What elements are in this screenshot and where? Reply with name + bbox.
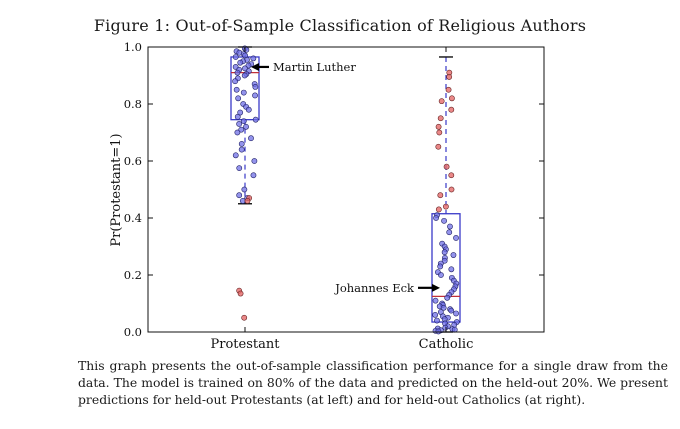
outlier-point (448, 186, 455, 193)
data-point (234, 129, 241, 136)
data-point (433, 215, 439, 221)
data-point (440, 304, 447, 311)
data-point (234, 69, 241, 76)
annotation-label: Martin Luther (273, 60, 356, 74)
y-tick-label: 0.6 (124, 154, 142, 168)
outlier-point (443, 163, 450, 170)
outlier-point (437, 115, 444, 122)
outlier-point (435, 123, 442, 130)
data-point (446, 229, 453, 236)
data-point (240, 89, 247, 96)
data-point (242, 65, 248, 72)
annotation-arrow-head (432, 283, 440, 292)
data-point (232, 54, 239, 60)
outlier-point (435, 206, 442, 213)
data-point (252, 92, 258, 99)
x-tick-label: Protestant (211, 337, 281, 352)
outlier-point (244, 197, 251, 204)
y-tick-label: 0.4 (124, 211, 142, 225)
outlier-point (241, 314, 248, 321)
data-point (438, 272, 444, 278)
data-point (241, 186, 248, 193)
figure-caption: This graph presents the out-of-sample cl… (78, 358, 668, 407)
data-point (234, 113, 241, 120)
data-point (237, 109, 244, 116)
outlier-point (448, 172, 455, 179)
outlier-point (443, 203, 449, 210)
plot-frame (147, 46, 545, 333)
data-point (232, 78, 239, 85)
outlier-point (449, 95, 455, 102)
x-tick-label: Catholic (419, 337, 474, 352)
data-point (444, 294, 451, 301)
data-point (450, 252, 457, 258)
data-point (248, 135, 254, 142)
data-point (236, 121, 243, 127)
data-point (236, 165, 243, 172)
data-point (453, 235, 459, 241)
annotations-layer: Martin Luther Johannes Eck (251, 60, 440, 295)
data-point (435, 328, 442, 335)
data-point (233, 86, 240, 93)
data-point (432, 311, 439, 318)
data-point (251, 158, 258, 164)
data-point (250, 55, 257, 62)
y-tick-label: 0.2 (124, 268, 142, 282)
data-point (447, 223, 453, 230)
data-point (448, 307, 455, 314)
annotation-arrow-head (251, 62, 259, 71)
data-point (432, 297, 439, 304)
axes-layer: 0.0 0.2 0.4 0.6 0.8 1.0 Protestant Catholic (124, 40, 544, 352)
data-point (245, 106, 252, 113)
data-point (441, 257, 448, 264)
data-point (441, 249, 448, 256)
data-point (238, 126, 245, 133)
figure-title: Figure 1: Out-of-Sample Classification o… (93, 16, 587, 35)
y-tick-label: 0.8 (124, 97, 142, 111)
data-point (442, 324, 449, 331)
data-point (434, 317, 440, 324)
data-point (252, 84, 259, 90)
data-point (240, 118, 247, 124)
data-point (238, 146, 245, 153)
data-point (437, 263, 444, 270)
data-point (441, 217, 447, 224)
data-point (235, 95, 242, 102)
outlier-point (438, 98, 445, 105)
outlier-point (436, 129, 443, 136)
data-point (238, 140, 245, 147)
outlier-point (435, 143, 442, 150)
outlier-point (446, 74, 453, 80)
box-iqr (431, 213, 461, 323)
data-point (252, 116, 259, 123)
data-point (448, 266, 455, 273)
data-point (236, 192, 243, 199)
data-point (237, 59, 244, 66)
outlier-point (445, 86, 452, 93)
y-tick-label: 0.0 (124, 325, 142, 339)
data-point (232, 152, 239, 159)
outlier-point (448, 106, 455, 113)
data-point (241, 72, 248, 79)
data-point (250, 172, 257, 179)
y-tick-label: 1.0 (124, 40, 142, 54)
outlier-point (237, 290, 244, 297)
y-axis-label: Pr(Protestant=1) (109, 133, 124, 246)
outlier-point (437, 192, 444, 199)
annotation-label: Johannes Eck (334, 281, 415, 295)
data-point (453, 310, 459, 317)
data-point (243, 123, 249, 130)
